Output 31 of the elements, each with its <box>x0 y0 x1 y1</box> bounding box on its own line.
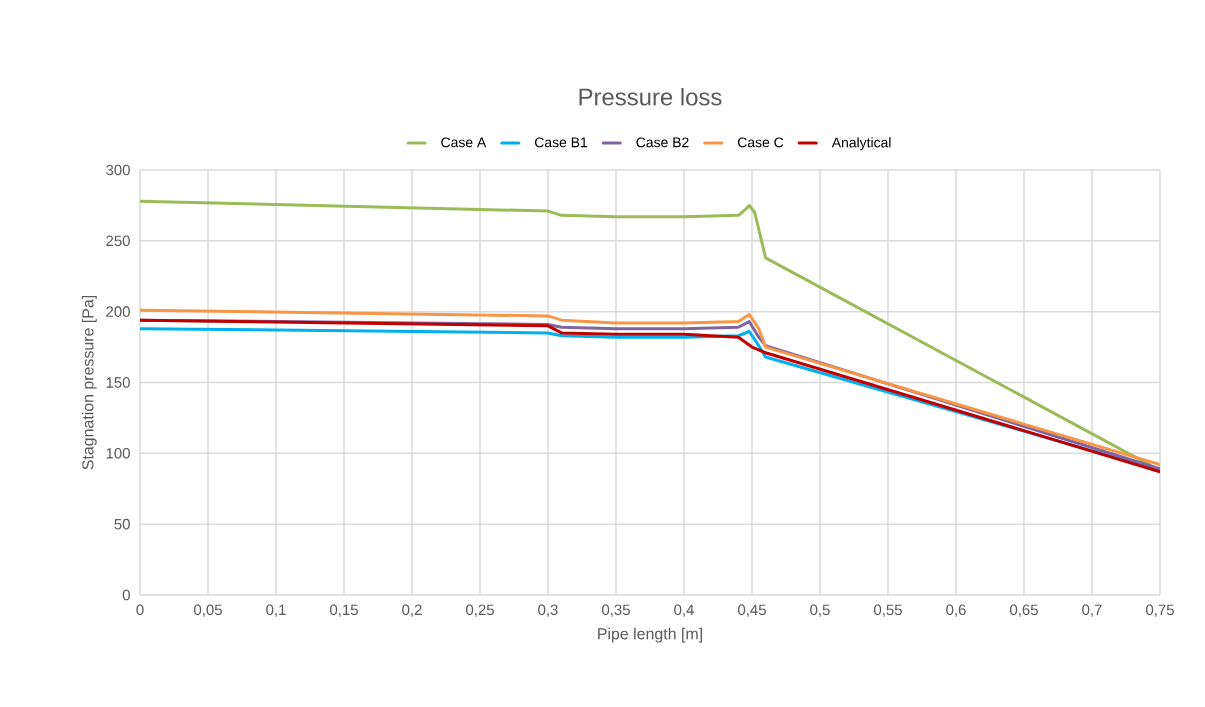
x-tick-label: 0,05 <box>194 604 222 617</box>
chart-title: Pressure loss <box>579 87 722 106</box>
x-tick-label: 0,15 <box>330 604 358 617</box>
x-tick-label: 0,45 <box>738 604 766 617</box>
x-tick-label: 0,7 <box>1082 604 1102 617</box>
x-tick-label: 0,55 <box>874 604 902 617</box>
y-axis-title: Stagnation pressure [Pa] <box>81 295 97 470</box>
y-tick-label: 0 <box>122 589 130 601</box>
legend-label: Analytical <box>831 137 891 151</box>
legend-label: Case C <box>737 137 784 148</box>
x-tick-label: 0,3 <box>538 604 558 617</box>
y-tick-label: 50 <box>114 518 130 530</box>
x-tick-label: 0,1 <box>266 604 286 617</box>
legend-label: Case B2 <box>636 137 689 148</box>
x-tick-label: 0 <box>136 604 144 616</box>
x-tick-label: 0,65 <box>1010 604 1038 617</box>
x-tick-label: 0,75 <box>1146 604 1174 617</box>
legend-label: Case A <box>441 137 487 148</box>
x-tick-label: 0,4 <box>674 604 694 617</box>
x-tick-label: 0,5 <box>810 604 830 617</box>
x-axis-title: Pipe length [m] <box>598 627 702 643</box>
y-tick-label: 100 <box>106 448 130 459</box>
x-tick-label: 0,25 <box>466 604 494 617</box>
x-tick-label: 0,35 <box>602 604 630 617</box>
y-tick-label: 200 <box>106 306 130 317</box>
y-tick-label: 150 <box>106 377 130 388</box>
y-tick-label: 250 <box>106 235 130 247</box>
y-tick-label: 300 <box>106 164 130 176</box>
x-tick-label: 0,2 <box>402 604 422 617</box>
legend-label: Case B1 <box>534 137 588 148</box>
x-tick-label: 0,6 <box>946 604 966 617</box>
